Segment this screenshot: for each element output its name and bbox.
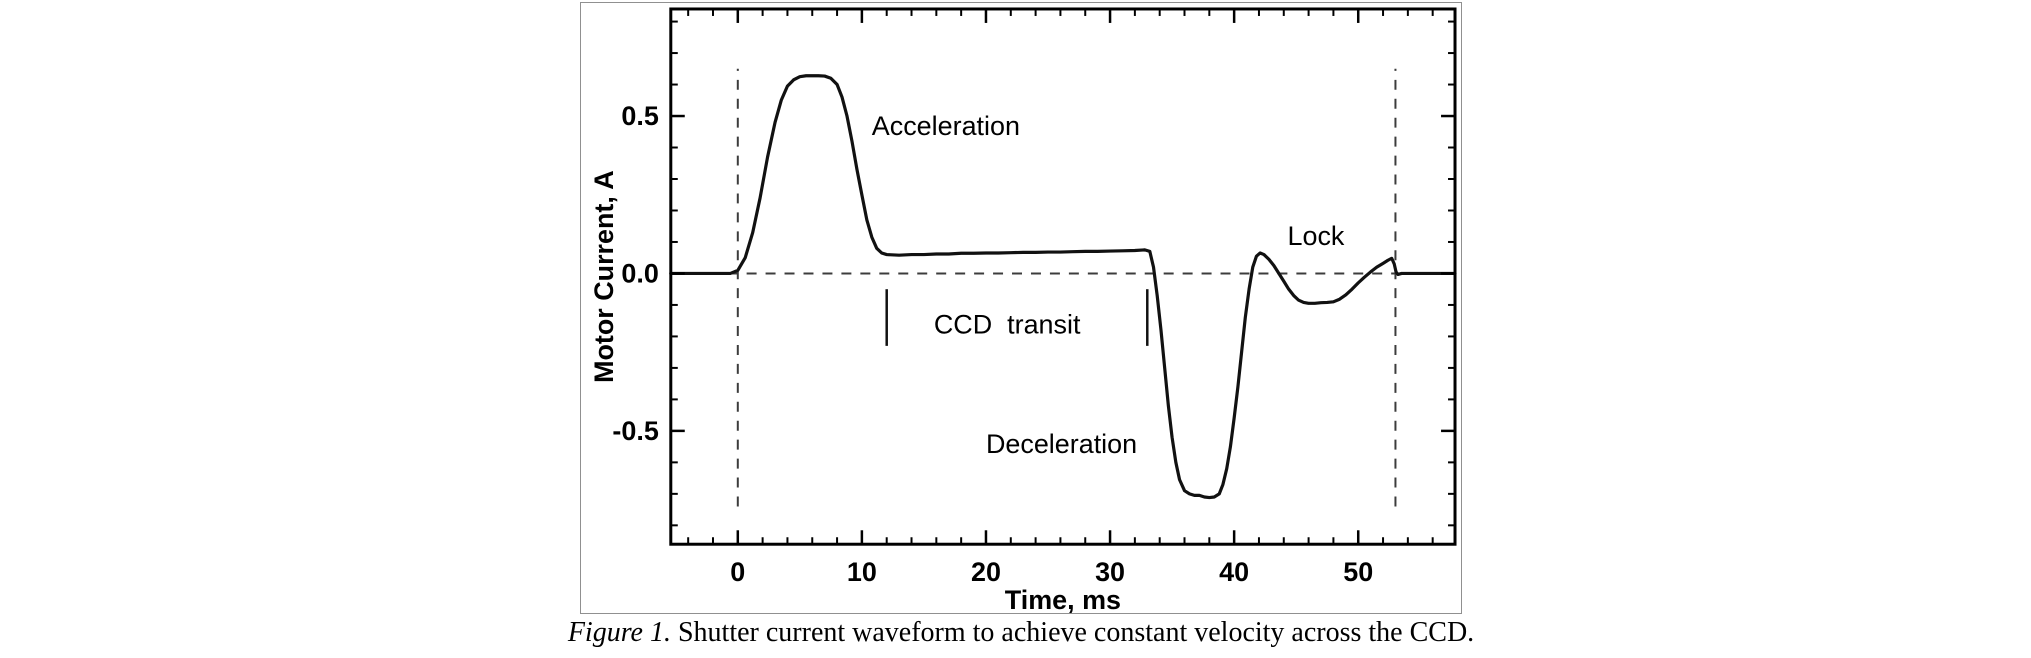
plot-frame bbox=[669, 7, 1457, 546]
waveform-chart: 0 10 20 30 40 50 0.5 0.0 -0.5 Time, ms Motor Curre… bbox=[589, 7, 1457, 613]
annotation-deceleration: Deceleration bbox=[986, 429, 1137, 459]
annotation-ccd-transit: CCD transit bbox=[934, 309, 1081, 339]
y-tick-label: 0.0 bbox=[621, 258, 658, 288]
annotation-lock: Lock bbox=[1287, 221, 1344, 251]
x-tick-label: 30 bbox=[1095, 557, 1125, 587]
figure-caption: Figure 1. Shutter current waveform to ac… bbox=[396, 617, 1646, 649]
figure-panel: 0 10 20 30 40 50 0.5 0.0 -0.5 Time, ms Motor Curre… bbox=[580, 2, 1462, 614]
y-tick-label: 0.5 bbox=[621, 101, 658, 131]
figure-caption-text: Shutter current waveform to achieve cons… bbox=[670, 617, 1475, 648]
x-tick-label: 40 bbox=[1219, 557, 1249, 587]
motor-current-trace bbox=[669, 74, 1457, 500]
x-tick-label: 10 bbox=[847, 557, 877, 587]
y-axis-title: Motor Current, A bbox=[589, 170, 619, 383]
x-tick-label: 50 bbox=[1343, 557, 1373, 587]
y-tick-label: -0.5 bbox=[612, 416, 658, 446]
x-tick-label: 20 bbox=[971, 557, 1001, 587]
annotation-acceleration: Acceleration bbox=[872, 111, 1020, 141]
x-axis-title: Time, ms bbox=[1005, 585, 1121, 613]
x-tick-label: 0 bbox=[730, 557, 745, 587]
figure-caption-label: Figure 1. bbox=[567, 617, 671, 648]
